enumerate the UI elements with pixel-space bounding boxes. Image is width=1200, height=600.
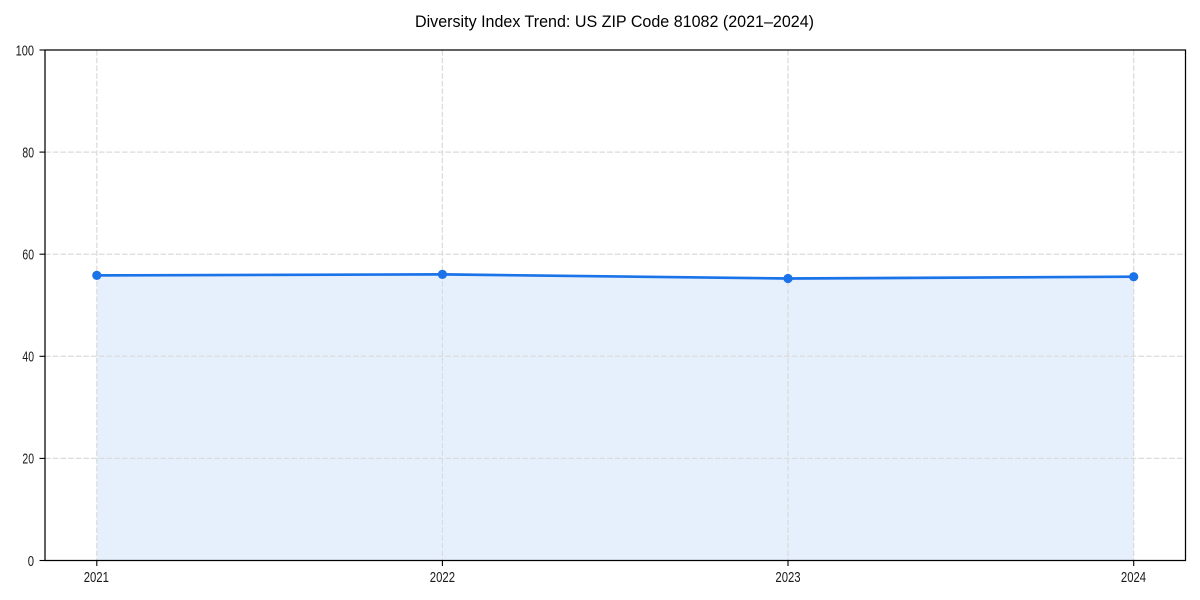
svg-text:2021: 2021 — [84, 569, 109, 586]
svg-text:2024: 2024 — [1121, 569, 1146, 586]
svg-text:0: 0 — [28, 553, 34, 570]
svg-text:2023: 2023 — [775, 569, 800, 586]
svg-text:60: 60 — [22, 247, 34, 264]
svg-text:40: 40 — [22, 349, 34, 366]
svg-text:20: 20 — [22, 451, 34, 468]
svg-text:80: 80 — [22, 144, 34, 161]
svg-text:100: 100 — [16, 42, 34, 59]
svg-text:Diversity Index Trend: US ZIP: Diversity Index Trend: US ZIP Code 81082… — [415, 12, 814, 31]
svg-text:2022: 2022 — [430, 569, 455, 586]
